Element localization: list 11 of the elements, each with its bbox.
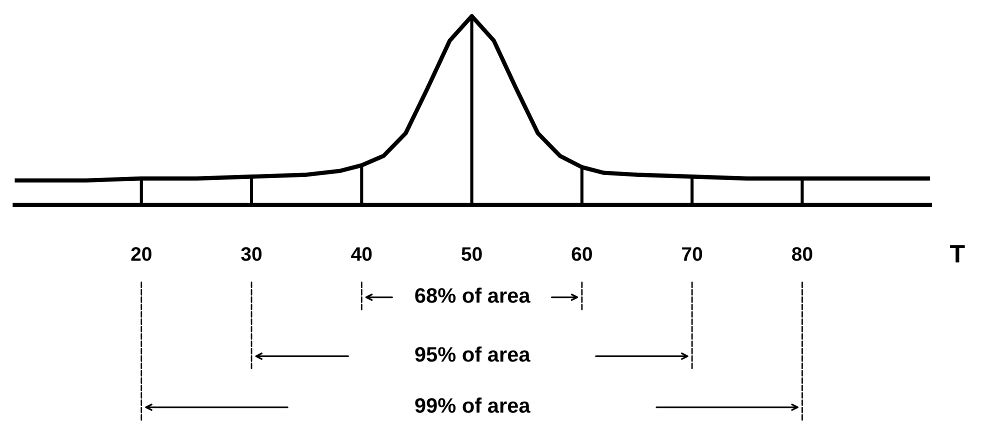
- x-tick-label: 40: [351, 247, 372, 261]
- x-tick-label: 50: [462, 247, 482, 261]
- text: 99% of area: [415, 398, 530, 413]
- x-tick-label: 60: [572, 247, 592, 261]
- x-tick-label: 20: [131, 247, 152, 261]
- text: 95% of area: [415, 346, 530, 362]
- text: 68% of area: [415, 288, 530, 303]
- x-tick-label: 70: [682, 247, 702, 261]
- x-axis-title: T: [950, 245, 965, 262]
- x-tick-label: 80: [792, 247, 812, 261]
- x-tick-label: 30: [241, 247, 262, 261]
